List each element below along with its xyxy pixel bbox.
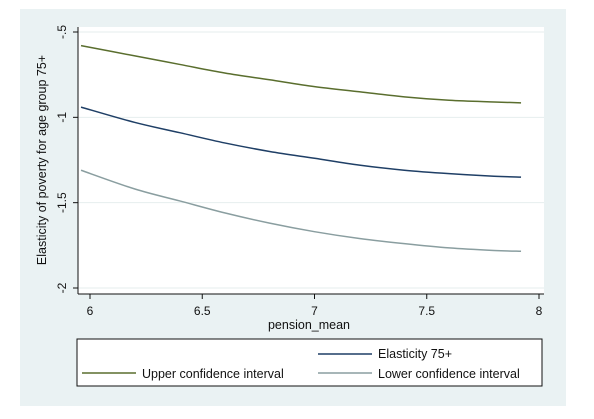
y-tick-label: -.5 — [55, 25, 69, 39]
legend-label-upper: Upper confidence interval — [142, 367, 284, 381]
legend: Elasticity 75+ Upper confidence interval… — [76, 338, 543, 387]
y-axis-title: Elasticity of poverty for age group 75+ — [35, 55, 49, 265]
plot-area — [78, 27, 544, 294]
legend-label-lower: Lower confidence interval — [378, 367, 520, 381]
axes — [77, 27, 544, 295]
tick-marks: -.5 -1 -1.5 -2 6 6.5 7 7.5 8 — [55, 25, 543, 318]
legend-label-elasticity: Elasticity 75+ — [378, 347, 452, 361]
x-tick-label: 6 — [87, 304, 94, 318]
series-line-lower-ci — [80, 169, 522, 253]
x-tick-label: 6.5 — [194, 304, 211, 318]
grid-lines — [78, 31, 544, 289]
x-tick-label: 7 — [311, 304, 318, 318]
y-tick-label: -1 — [55, 112, 69, 123]
series-line-elasticity — [80, 106, 522, 178]
x-axis-title: pension_mean — [268, 318, 350, 332]
series-line-upper-ci — [80, 44, 522, 104]
y-tick-label: -1.5 — [55, 192, 69, 213]
series-lines — [80, 44, 522, 253]
x-tick-label: 7.5 — [418, 304, 435, 318]
x-tick-label: 8 — [536, 304, 543, 318]
legend-box — [76, 338, 543, 387]
y-tick-label: -2 — [55, 282, 69, 293]
